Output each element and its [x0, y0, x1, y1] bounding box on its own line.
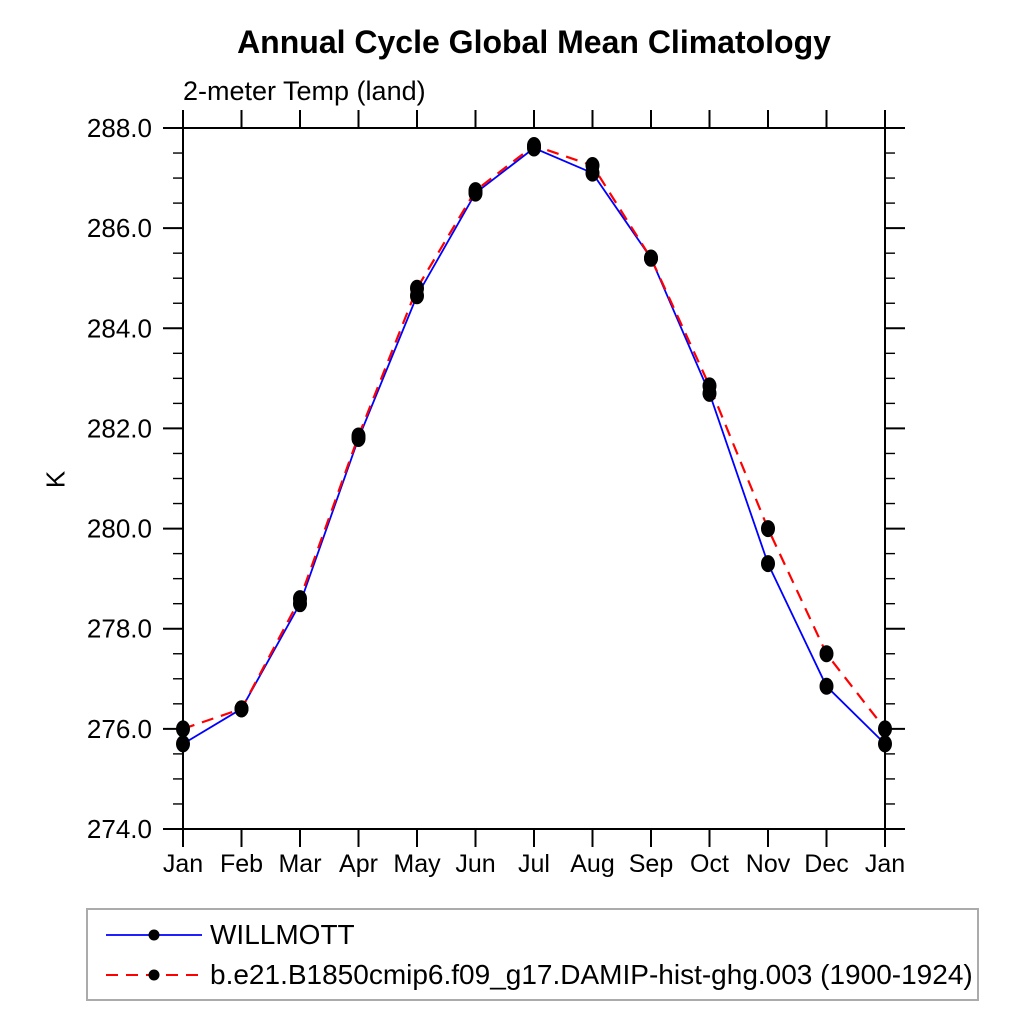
x-tick-label: Jul: [518, 850, 550, 878]
data-point-marker-damip: [644, 249, 658, 267]
x-tick-label: Feb: [220, 850, 263, 878]
y-tick-label: 282.0: [87, 413, 152, 443]
x-tick-label: Sep: [629, 850, 673, 878]
data-point-marker-willmott: [878, 735, 892, 753]
chart-title: Annual Cycle Global Mean Climatology: [237, 24, 831, 60]
x-tick-label: Jan: [865, 850, 905, 878]
y-tick-label: 288.0: [87, 113, 152, 143]
data-point-marker-damip: [761, 520, 775, 538]
legend-label-willmott: WILLMOTT: [210, 918, 355, 950]
y-tick-label: 284.0: [87, 313, 152, 343]
x-tick-label: Jun: [455, 850, 495, 878]
data-point-marker-damip: [176, 720, 190, 738]
data-point-marker-damip: [293, 590, 307, 608]
data-point-marker-damip: [585, 157, 600, 175]
data-point-marker-damip: [878, 720, 892, 738]
x-tick-label: Aug: [570, 850, 614, 878]
data-point-marker-damip: [819, 645, 834, 663]
x-tick-label: Oct: [690, 850, 729, 878]
x-tick-label: Apr: [339, 850, 378, 878]
y-tick-label: 280.0: [87, 514, 152, 544]
data-point-marker-willmott: [176, 735, 190, 753]
legend-label-damip: b.e21.B1850cmip6.f09_g17.DAMIP-hist-ghg.…: [210, 958, 973, 990]
y-tick-label: 276.0: [87, 714, 152, 744]
series-line-willmott: [182, 146, 886, 745]
legend-marker-dot-icon: [148, 969, 160, 980]
x-tick-label: May: [393, 850, 441, 878]
damip-line-sample-icon: [106, 969, 202, 980]
data-point-marker-damip: [468, 182, 483, 200]
x-tick-label: Nov: [746, 850, 791, 878]
legend-entry-willmott: WILLMOTT: [104, 915, 977, 955]
data-point-marker-damip: [527, 137, 541, 155]
x-tick-label: Jan: [163, 850, 203, 878]
legend-marker-dot-icon: [148, 929, 160, 940]
data-point-marker-damip: [351, 427, 366, 445]
plot-frame: [182, 127, 886, 830]
data-point-marker-damip: [234, 700, 249, 718]
x-tick-label: Dec: [804, 850, 848, 878]
data-point-marker-damip: [702, 377, 717, 395]
chart-subtitle: 2-meter Temp (land): [183, 76, 426, 106]
y-tick-label: 286.0: [87, 213, 152, 243]
legend-box: WILLMOTT b.e21.B1850cmip6.f09_g17.DAMIP-…: [86, 908, 979, 1001]
data-point-marker-damip: [410, 279, 424, 297]
data-point-marker-willmott: [819, 677, 834, 695]
series-line-damip: [182, 144, 886, 730]
willmott-line-sample-icon: [106, 929, 202, 940]
x-tick-label: Mar: [278, 850, 321, 878]
data-point-marker-willmott: [761, 555, 775, 573]
y-tick-label: 274.0: [87, 814, 152, 844]
legend-entry-damip: b.e21.B1850cmip6.f09_g17.DAMIP-hist-ghg.…: [104, 955, 977, 995]
y-tick-label: 278.0: [87, 614, 152, 644]
